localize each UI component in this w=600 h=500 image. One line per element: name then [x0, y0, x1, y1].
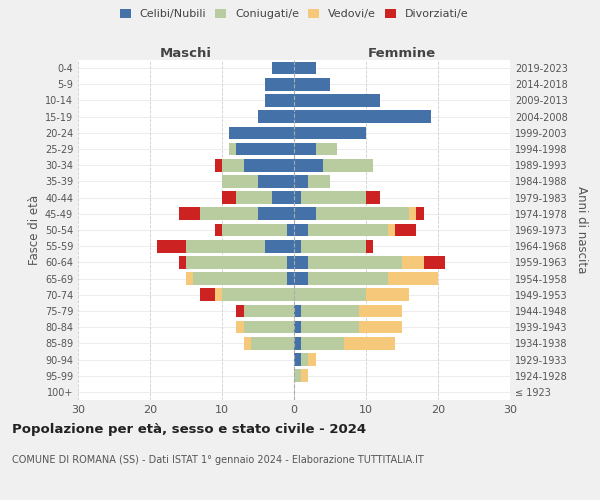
Bar: [215, 288, 222, 301]
Bar: [215, 224, 222, 236]
Bar: [265, 78, 294, 90]
Bar: [272, 192, 294, 204]
Bar: [193, 272, 287, 285]
Bar: [301, 192, 366, 204]
Bar: [272, 62, 294, 74]
Bar: [294, 337, 301, 349]
Bar: [258, 175, 294, 188]
Bar: [287, 224, 294, 236]
Bar: [251, 337, 294, 349]
Bar: [409, 208, 416, 220]
Bar: [301, 321, 359, 334]
Bar: [236, 304, 244, 318]
Bar: [301, 337, 344, 349]
Legend: Celibi/Nubili, Coniugati/e, Vedovi/e, Divorziati/e: Celibi/Nubili, Coniugati/e, Vedovi/e, Di…: [116, 6, 472, 22]
Bar: [388, 224, 395, 236]
Bar: [265, 94, 294, 107]
Bar: [222, 159, 244, 172]
Bar: [301, 370, 308, 382]
Bar: [294, 304, 301, 318]
Bar: [294, 126, 366, 139]
Bar: [200, 208, 258, 220]
Bar: [222, 192, 236, 204]
Bar: [236, 192, 272, 204]
Bar: [316, 142, 337, 156]
Bar: [294, 175, 308, 188]
Bar: [294, 272, 308, 285]
Bar: [294, 192, 301, 204]
Bar: [416, 208, 424, 220]
Bar: [308, 353, 316, 366]
Bar: [301, 240, 366, 252]
Bar: [265, 240, 294, 252]
Bar: [179, 256, 186, 268]
Bar: [179, 208, 200, 220]
Bar: [236, 142, 294, 156]
Bar: [316, 208, 409, 220]
Bar: [294, 224, 308, 236]
Bar: [222, 224, 287, 236]
Bar: [294, 159, 323, 172]
Bar: [294, 353, 301, 366]
Bar: [366, 240, 373, 252]
Bar: [359, 321, 402, 334]
Bar: [366, 192, 380, 204]
Bar: [258, 208, 294, 220]
Bar: [388, 272, 438, 285]
Bar: [308, 256, 402, 268]
Bar: [236, 321, 244, 334]
Bar: [222, 288, 294, 301]
Bar: [222, 175, 258, 188]
Bar: [294, 94, 380, 107]
Bar: [359, 304, 402, 318]
Bar: [186, 272, 193, 285]
Bar: [186, 240, 265, 252]
Bar: [244, 304, 294, 318]
Text: Maschi: Maschi: [160, 47, 212, 60]
Bar: [294, 142, 316, 156]
Bar: [294, 110, 431, 123]
Bar: [258, 110, 294, 123]
Bar: [294, 288, 366, 301]
Bar: [301, 353, 308, 366]
Bar: [308, 175, 330, 188]
Bar: [294, 78, 330, 90]
Bar: [287, 256, 294, 268]
Bar: [229, 142, 236, 156]
Bar: [294, 370, 301, 382]
Y-axis label: Anni di nascita: Anni di nascita: [575, 186, 587, 274]
Bar: [344, 337, 395, 349]
Bar: [323, 159, 373, 172]
Y-axis label: Fasce di età: Fasce di età: [28, 195, 41, 265]
Bar: [294, 240, 301, 252]
Bar: [402, 256, 424, 268]
Bar: [395, 224, 416, 236]
Bar: [157, 240, 186, 252]
Bar: [186, 256, 287, 268]
Bar: [244, 337, 251, 349]
Bar: [308, 224, 388, 236]
Bar: [244, 159, 294, 172]
Bar: [200, 288, 215, 301]
Bar: [301, 304, 359, 318]
Bar: [294, 62, 316, 74]
Bar: [244, 321, 294, 334]
Text: Femmine: Femmine: [368, 47, 436, 60]
Bar: [294, 256, 308, 268]
Bar: [287, 272, 294, 285]
Bar: [294, 208, 316, 220]
Bar: [308, 272, 388, 285]
Bar: [424, 256, 445, 268]
Text: Popolazione per età, sesso e stato civile - 2024: Popolazione per età, sesso e stato civil…: [12, 422, 366, 436]
Bar: [294, 321, 301, 334]
Bar: [366, 288, 409, 301]
Bar: [215, 159, 222, 172]
Text: COMUNE DI ROMANA (SS) - Dati ISTAT 1° gennaio 2024 - Elaborazione TUTTITALIA.IT: COMUNE DI ROMANA (SS) - Dati ISTAT 1° ge…: [12, 455, 424, 465]
Bar: [229, 126, 294, 139]
